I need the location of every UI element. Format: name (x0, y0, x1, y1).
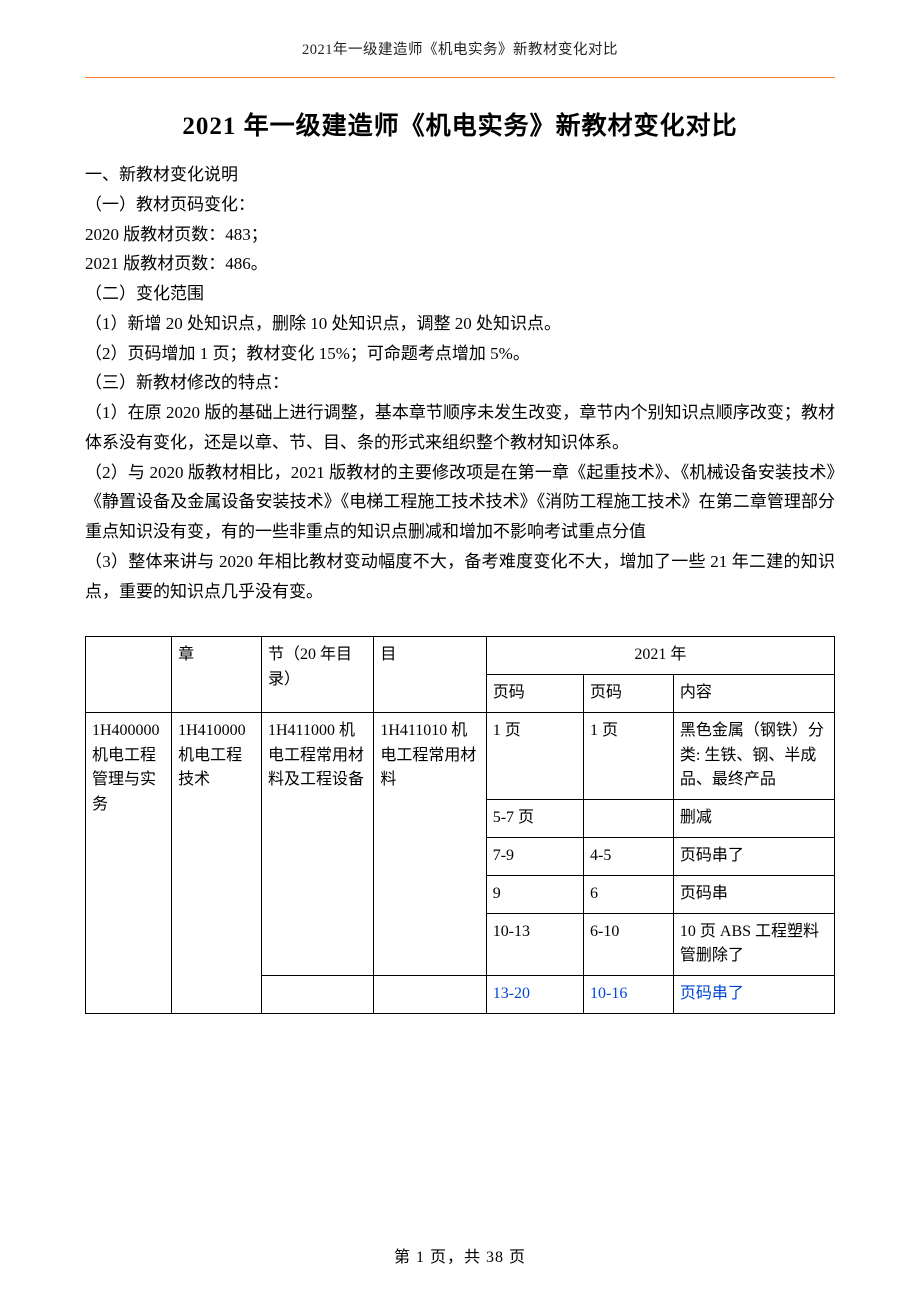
subsection-heading: （三）新教材修改的特点： (85, 368, 835, 398)
comparison-table: 章 节（20 年目 录） 目 2021 年 页码 页码 内容 1H400000 … (85, 636, 835, 1014)
cell-code-root: 1H400000 机电工程管理与实务 (86, 712, 172, 1013)
divider-line (85, 77, 835, 78)
paragraph: （2）页码增加 1 页；教材变化 15%；可命题考点增加 5%。 (85, 339, 835, 369)
col-header-chapter: 章 (172, 637, 262, 713)
subsection-heading: （一）教材页码变化： (85, 190, 835, 220)
cell-content: 页码串了 (673, 838, 834, 876)
table-row: 1H400000 机电工程管理与实务 1H410000 机电工程技术 1H411… (86, 712, 835, 799)
body-content: 一、新教材变化说明 （一）教材页码变化： 2020 版教材页数：483； 202… (85, 160, 835, 606)
col-header-item: 目 (374, 637, 486, 713)
cell-page1: 9 (486, 875, 583, 913)
page-container: 2021年一级建造师《机电实务》新教材变化对比 2021 年一级建造师《机电实务… (0, 0, 920, 1303)
cell-page1: 1 页 (486, 712, 583, 799)
subsection-heading: （二）变化范围 (85, 279, 835, 309)
cell-content: 页码串 (673, 875, 834, 913)
col-header-page1: 页码 (486, 675, 583, 713)
section-heading: 一、新教材变化说明 (85, 160, 835, 190)
cell-page1: 5-7 页 (486, 800, 583, 838)
paragraph: （2）与 2020 版教材相比，2021 版教材的主要修改项是在第一章《起重技术… (85, 458, 835, 547)
cell-page1: 7-9 (486, 838, 583, 876)
running-header: 2021年一级建造师《机电实务》新教材变化对比 (85, 38, 835, 59)
col-header-blank (86, 637, 172, 713)
paragraph: 2020 版教材页数：483； (85, 220, 835, 250)
paragraph: （3）整体来讲与 2020 年相比教材变动幅度不大，备考难度变化不大，增加了一些… (85, 547, 835, 607)
cell-content: 删减 (673, 800, 834, 838)
table-header-row-1: 章 节（20 年目 录） 目 2021 年 (86, 637, 835, 675)
cell-content: 10 页 ABS 工程塑料管删除了 (673, 913, 834, 976)
cell-page2: 10-16 (584, 976, 674, 1014)
col-header-content: 内容 (673, 675, 834, 713)
col-header-page2: 页码 (584, 675, 674, 713)
col-header-year-group: 2021 年 (486, 637, 834, 675)
col-header-section: 节（20 年目 录） (262, 637, 374, 713)
paragraph: （1）在原 2020 版的基础上进行调整，基本章节顺序未发生改变，章节内个别知识… (85, 398, 835, 458)
col-header-section-l1: 节（20 年目 (268, 646, 352, 663)
cell-chapter: 1H410000 机电工程技术 (172, 712, 262, 1013)
cell-page2 (584, 800, 674, 838)
cell-page1: 10-13 (486, 913, 583, 976)
cell-content: 页码串了 (673, 976, 834, 1014)
paragraph: （1）新增 20 处知识点，删除 10 处知识点，调整 20 处知识点。 (85, 309, 835, 339)
paragraph: 2021 版教材页数：486。 (85, 249, 835, 279)
document-title: 2021 年一级建造师《机电实务》新教材变化对比 (85, 106, 835, 142)
col-header-section-l2: 录） (268, 671, 300, 688)
cell-section-empty (262, 976, 374, 1014)
page-footer: 第 1 页，共 38 页 (0, 1243, 920, 1267)
cell-content: 黑色金属（钢铁）分类: 生铁、钢、半成品、最终产品 (673, 712, 834, 799)
cell-page2: 1 页 (584, 712, 674, 799)
cell-section: 1H411000 机电工程常用材料及工程设备 (262, 712, 374, 975)
cell-page2: 4-5 (584, 838, 674, 876)
cell-page2: 6 (584, 875, 674, 913)
cell-page1: 13-20 (486, 976, 583, 1014)
cell-item-empty (374, 976, 486, 1014)
cell-page2: 6-10 (584, 913, 674, 976)
cell-item: 1H411010 机电工程常用材料 (374, 712, 486, 975)
